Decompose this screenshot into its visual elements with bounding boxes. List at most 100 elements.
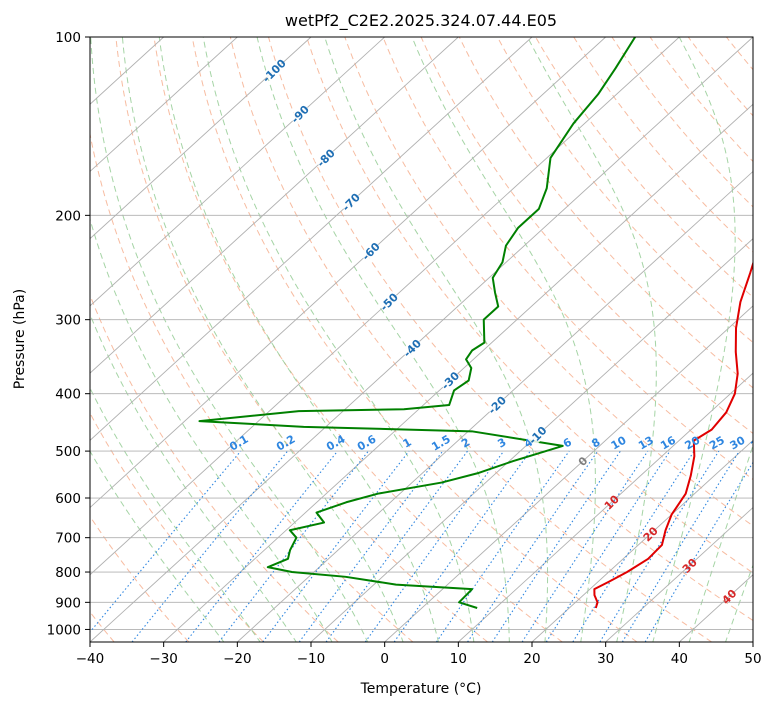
- chart-title: wetPf2_C2E2.2025.324.07.44.E05: [285, 11, 557, 31]
- x-axis-ticks: −40 −30 −20 −10 0 10 20 30 40 50: [76, 642, 762, 667]
- dry-adiabat-line: [90, 293, 339, 642]
- moist-adiabat-line: [121, 37, 404, 642]
- moist-adiabat-line: [90, 450, 225, 642]
- dewpoint-profile-line: [198, 37, 636, 609]
- y-tick-label: 200: [55, 208, 81, 224]
- isotherm-line: [90, 37, 385, 307]
- mixing-ratio-line: [545, 450, 671, 642]
- mixing-ratio-line: [218, 450, 369, 642]
- dry-adiabat-line: [344, 37, 753, 527]
- y-tick-label: 500: [55, 444, 81, 460]
- moist-adiabat-line: [688, 443, 753, 642]
- dry-adiabat-line: [90, 412, 264, 642]
- isotherm-label-bg: [288, 102, 312, 126]
- plot-frame: [89, 36, 754, 643]
- isotherm-line: [90, 37, 680, 576]
- isotherm-line: [90, 37, 606, 509]
- moist-adiabats: [90, 37, 753, 642]
- x-tick-label: 0: [380, 651, 389, 667]
- dry-adiabat-line: [458, 37, 753, 389]
- mixing-ratio-line: [467, 450, 599, 642]
- mixing-ratio-line: [599, 450, 720, 642]
- moist-adiabat-line: [256, 37, 510, 642]
- x-axis-label: Temperature (°C): [360, 681, 482, 697]
- profiles: [198, 37, 753, 609]
- isotherm-line: [90, 37, 533, 441]
- isotherm-line: [237, 170, 753, 642]
- mixing-ratio-line: [644, 461, 753, 642]
- dry-adiabat-line: [573, 37, 753, 253]
- x-tick-label: −30: [149, 651, 178, 667]
- isotherms: [90, 37, 753, 642]
- isotherm-line: [90, 37, 459, 374]
- dry-adiabat-line: [496, 37, 753, 344]
- mixing-ratio-line: [262, 450, 410, 642]
- mixing-ratio-line: [393, 450, 531, 642]
- moist-adiabat-line: [652, 37, 736, 642]
- dry-adiabat-line: [191, 37, 638, 642]
- moist-adiabat-line: [202, 37, 475, 642]
- x-tick-label: 40: [671, 651, 688, 667]
- y-tick-label: 700: [55, 531, 81, 547]
- x-tick-label: −40: [76, 651, 105, 667]
- y-axis-ticks: 1000 900 800 700 600 500 400 300 200 100: [47, 30, 90, 638]
- isotherm-label-bg: [359, 239, 383, 263]
- dry-adiabat-line: [649, 37, 753, 163]
- isotherm-label-bg: [438, 369, 462, 392]
- dry-adiabats: [90, 37, 753, 642]
- mixing-ratio-line: [131, 450, 289, 642]
- dry-adiabat-line: [153, 37, 563, 642]
- moist-adiabat-line: [90, 313, 297, 642]
- temperature-profile-line: [593, 260, 753, 609]
- isotherm-line: [605, 506, 753, 642]
- mixing-ratio-label: 36: [748, 433, 768, 452]
- y-tick-label: 100: [55, 30, 81, 46]
- mixing-ratio-lines: [90, 450, 753, 642]
- isotherm-line: [90, 37, 312, 240]
- isotherm-line: [384, 305, 753, 642]
- mixing-ratio-line: [90, 450, 242, 633]
- moist-adiabat-line: [725, 563, 753, 642]
- y-tick-label: 400: [55, 387, 81, 403]
- isotherm-label-bg: [526, 423, 549, 447]
- isotherm-line: [531, 439, 753, 642]
- y-tick-label: 600: [55, 491, 81, 507]
- plot-area: 0.10.20.40.611.52346810131620253036-100-…: [90, 37, 768, 642]
- pressure-gridlines: [90, 37, 753, 630]
- isotherm-line: [90, 37, 238, 173]
- moist-adiabat-line: [527, 37, 657, 642]
- mixing-ratio-line: [185, 450, 338, 642]
- isotherm-label-bg: [377, 290, 401, 314]
- y-tick-label: 300: [55, 313, 81, 329]
- x-tick-label: −20: [223, 651, 252, 667]
- isotherm-label-bg: [262, 59, 286, 83]
- dry-adiabat-line: [382, 37, 753, 481]
- mixing-ratio-line: [364, 450, 505, 642]
- x-tick-label: 10: [450, 651, 467, 667]
- mixing-ratio-line: [572, 450, 695, 642]
- isotherm-label-bg: [339, 190, 363, 214]
- dry-adiabat-line: [115, 37, 488, 642]
- x-tick-label: 50: [744, 651, 761, 667]
- moist-adiabat-line: [324, 37, 549, 642]
- x-tick-label: 30: [597, 651, 614, 667]
- dry-adiabat-line: [90, 131, 414, 642]
- y-tick-label: 900: [55, 595, 81, 611]
- y-axis-label: Pressure (hPa): [12, 289, 28, 389]
- isotherm-label-bg: [485, 393, 509, 417]
- dry-adiabat-line: [306, 37, 753, 574]
- x-tick-label: −10: [297, 651, 326, 667]
- x-tick-label: 20: [523, 651, 540, 667]
- isotherm-label-bg: [400, 336, 424, 360]
- dry-adiabat-line: [268, 37, 753, 622]
- isotherm-line: [163, 103, 753, 642]
- moist-adiabat-line: [90, 37, 369, 642]
- isotherm-label-bg: [314, 146, 338, 170]
- isotherm-line: [458, 372, 753, 642]
- dry-adiabat-line: [229, 37, 712, 642]
- moist-adiabat-line: [90, 217, 333, 642]
- isotherm-line: [310, 238, 753, 642]
- dry-adiabat-line: [420, 37, 753, 435]
- y-tick-label: 1000: [47, 622, 81, 638]
